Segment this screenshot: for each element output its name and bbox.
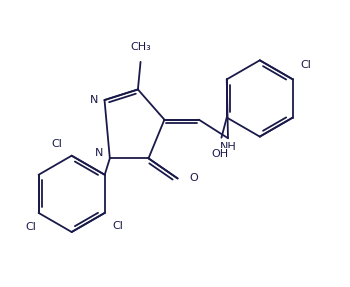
Text: N: N [95, 148, 104, 158]
Text: OH: OH [212, 149, 229, 159]
Text: O: O [189, 173, 198, 183]
Text: Cl: Cl [51, 139, 62, 149]
Text: Cl: Cl [25, 222, 36, 232]
Text: N: N [90, 95, 98, 105]
Text: Cl: Cl [113, 221, 124, 231]
Text: NH: NH [219, 142, 236, 152]
Text: CH₃: CH₃ [130, 42, 151, 52]
Text: Cl: Cl [301, 60, 312, 70]
